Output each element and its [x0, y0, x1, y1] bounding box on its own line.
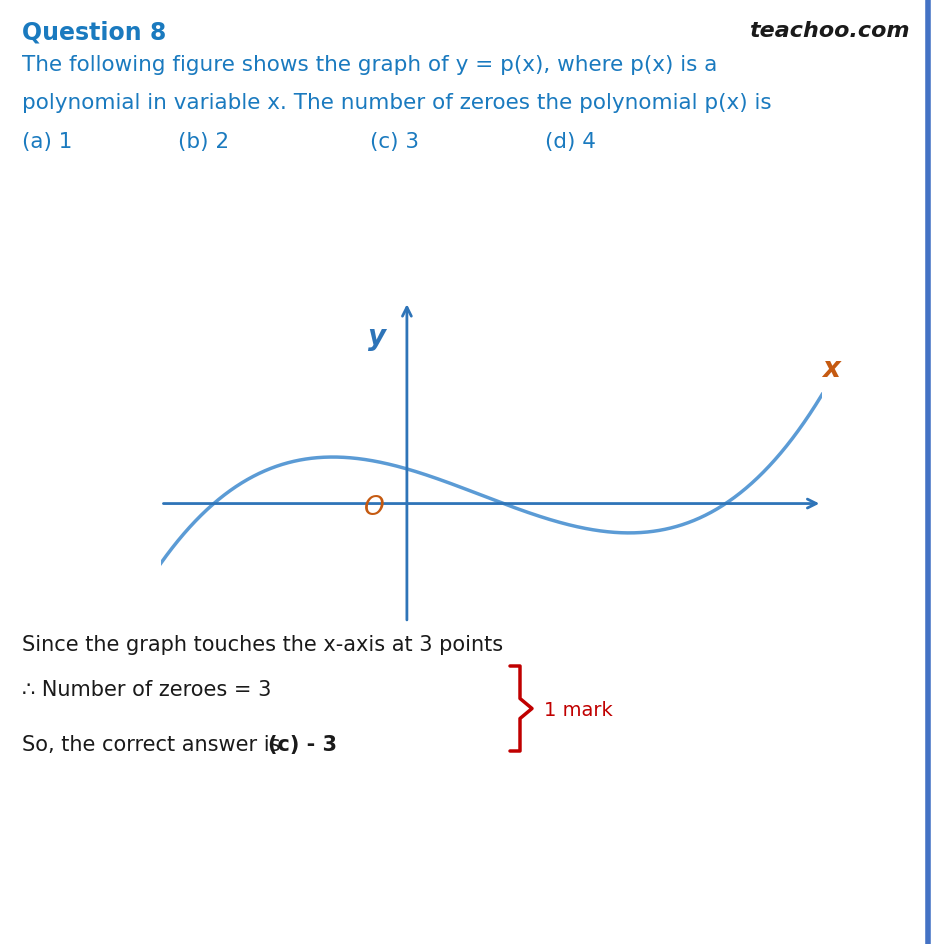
Text: (c) - 3: (c) - 3: [268, 734, 337, 754]
Text: Since the graph touches the x-axis at 3 points: Since the graph touches the x-axis at 3 …: [22, 634, 502, 654]
Text: y: y: [367, 322, 385, 350]
Text: (c) 3: (c) 3: [370, 132, 418, 152]
Text: The following figure shows the graph of y = p(x), where p(x) is a: The following figure shows the graph of …: [22, 55, 716, 75]
Text: polynomial in variable x. The number of zeroes the polynomial p(x) is: polynomial in variable x. The number of …: [22, 93, 771, 113]
Text: (a) 1: (a) 1: [22, 132, 73, 152]
Text: So, the correct answer is: So, the correct answer is: [22, 734, 287, 754]
Text: 1 mark: 1 mark: [544, 700, 612, 719]
Text: (b) 2: (b) 2: [177, 132, 228, 152]
Text: ∴ Number of zeroes = 3: ∴ Number of zeroes = 3: [22, 680, 271, 700]
Text: O: O: [363, 495, 384, 520]
Text: teachoo.com: teachoo.com: [749, 21, 909, 41]
Text: Question 8: Question 8: [22, 21, 166, 45]
Text: (d) 4: (d) 4: [545, 132, 596, 152]
Text: x: x: [821, 355, 839, 382]
